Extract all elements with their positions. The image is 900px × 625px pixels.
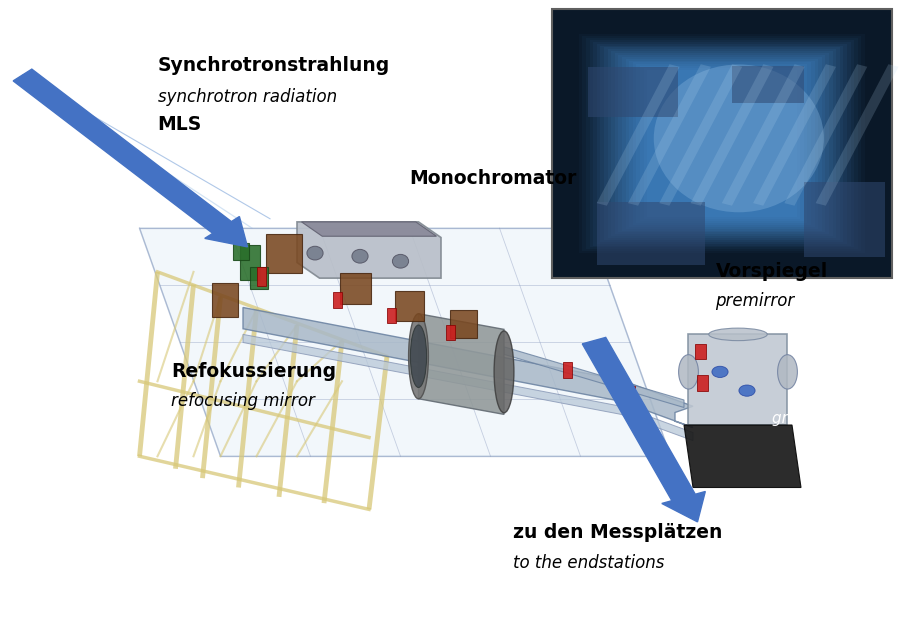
Bar	[611, 51, 832, 236]
Polygon shape	[140, 228, 670, 456]
Text: zu den Messplätzen: zu den Messplätzen	[513, 523, 723, 542]
Text: premirror: premirror	[716, 292, 795, 310]
Bar	[212, 282, 238, 317]
Ellipse shape	[653, 64, 824, 213]
Bar	[732, 66, 804, 103]
Bar	[640, 66, 804, 221]
Bar	[618, 55, 825, 233]
Bar	[626, 386, 634, 399]
Bar	[629, 61, 814, 227]
Bar	[240, 245, 260, 280]
Bar	[552, 9, 892, 278]
Ellipse shape	[739, 385, 755, 396]
Bar	[633, 62, 811, 225]
Bar	[659, 64, 742, 206]
Bar	[590, 40, 854, 248]
Bar	[582, 36, 861, 251]
Ellipse shape	[409, 314, 428, 399]
FancyArrow shape	[14, 69, 248, 247]
Polygon shape	[243, 334, 693, 441]
Polygon shape	[418, 314, 504, 414]
Bar	[579, 34, 865, 253]
Bar	[647, 70, 796, 218]
Bar	[622, 57, 822, 231]
Ellipse shape	[712, 366, 728, 378]
Polygon shape	[504, 347, 684, 408]
Text: grating turret: grating turret	[771, 411, 875, 426]
Bar	[698, 375, 708, 391]
Bar	[597, 44, 847, 244]
Bar	[446, 325, 454, 340]
Bar	[597, 64, 680, 206]
Bar	[785, 64, 868, 206]
Bar	[562, 362, 572, 378]
Bar	[600, 46, 843, 242]
Text: MLS: MLS	[158, 116, 202, 134]
Bar	[266, 234, 302, 272]
Bar	[387, 308, 396, 324]
Ellipse shape	[709, 328, 767, 341]
Polygon shape	[243, 308, 693, 428]
Polygon shape	[297, 222, 441, 278]
Bar	[597, 202, 705, 265]
Bar	[815, 64, 898, 206]
Bar	[644, 68, 800, 219]
Bar	[636, 64, 807, 223]
Ellipse shape	[494, 331, 514, 413]
Bar	[450, 309, 477, 338]
Bar	[722, 64, 805, 206]
Text: Vorspiegel: Vorspiegel	[716, 262, 828, 281]
Bar	[588, 67, 678, 117]
Polygon shape	[302, 222, 436, 236]
Bar	[690, 64, 773, 206]
Text: to the endstations: to the endstations	[513, 554, 664, 571]
Bar	[626, 59, 818, 229]
Ellipse shape	[778, 355, 797, 389]
Ellipse shape	[392, 254, 409, 268]
FancyArrow shape	[582, 338, 706, 522]
Bar	[250, 267, 268, 289]
Polygon shape	[684, 425, 801, 488]
Bar	[628, 64, 711, 206]
Bar	[753, 64, 836, 206]
Bar	[340, 273, 371, 304]
Bar	[608, 49, 836, 238]
Bar	[256, 267, 266, 286]
Ellipse shape	[410, 325, 427, 388]
Text: Synchrotronstrahlung: Synchrotronstrahlung	[158, 56, 390, 75]
Bar	[233, 242, 249, 260]
Text: Refokussierung: Refokussierung	[171, 362, 336, 381]
Text: synchrotron radiation: synchrotron radiation	[158, 88, 337, 106]
Text: Monochromator: Monochromator	[410, 169, 577, 187]
Bar	[604, 48, 840, 240]
Bar	[688, 334, 788, 425]
Ellipse shape	[679, 355, 698, 389]
Bar	[333, 292, 342, 308]
Bar	[593, 42, 850, 246]
Bar	[695, 344, 706, 359]
Bar	[615, 53, 829, 234]
Bar	[586, 38, 858, 249]
Bar	[395, 291, 424, 321]
Ellipse shape	[307, 246, 323, 260]
Bar	[804, 182, 885, 257]
Ellipse shape	[352, 249, 368, 263]
Text: refocusing mirror: refocusing mirror	[171, 392, 315, 410]
